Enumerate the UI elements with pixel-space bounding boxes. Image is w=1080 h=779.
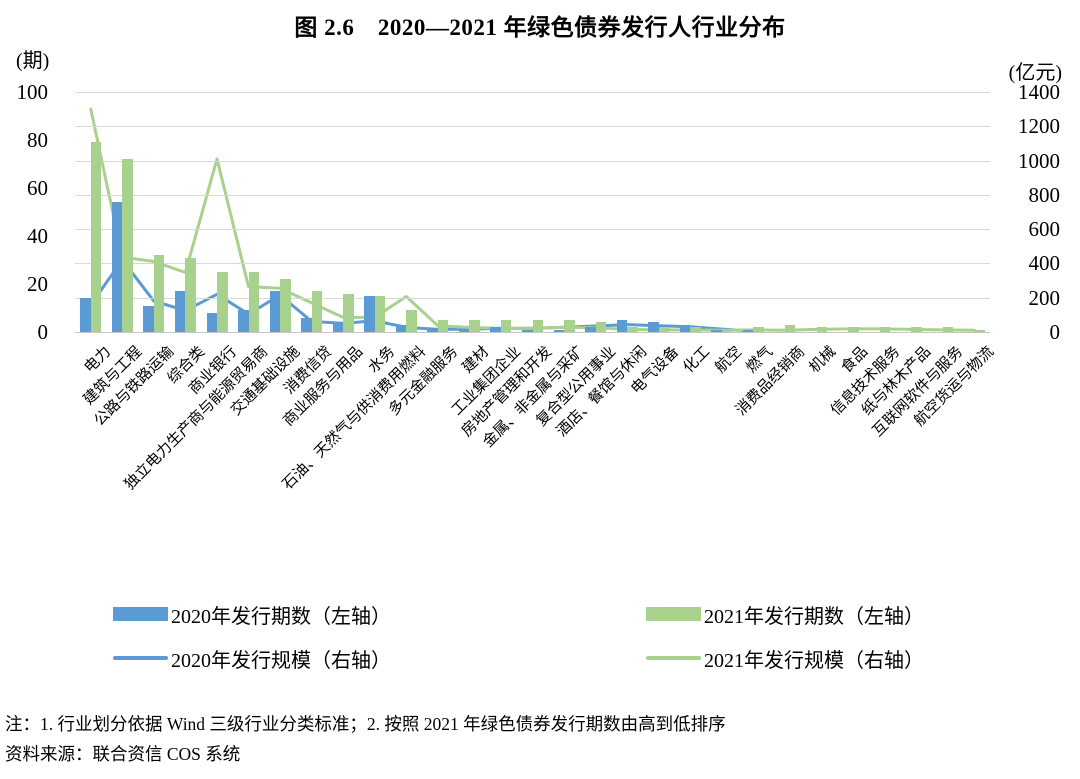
gridline bbox=[75, 92, 990, 93]
bar-2021-issues bbox=[90, 142, 102, 332]
right-axis-tick: 200 bbox=[1028, 285, 1061, 310]
gridline bbox=[75, 332, 990, 333]
bar-2020-issues bbox=[332, 322, 344, 332]
bar-2021-issues bbox=[280, 279, 291, 332]
bar-2020-issues bbox=[301, 317, 312, 332]
bar-2020-issues bbox=[80, 298, 91, 332]
bar-2020-issues bbox=[143, 305, 154, 332]
legend-label-2021-issues: 2021年发行期数（左轴） bbox=[704, 605, 924, 628]
bar-2020-issues bbox=[238, 310, 249, 332]
left-axis-unit-label: (期) bbox=[16, 50, 50, 72]
right-axis-unit-label: (亿元) bbox=[1008, 62, 1062, 84]
left-axis-tick: 0 bbox=[37, 320, 49, 344]
gridline bbox=[75, 126, 990, 128]
bar-2021-issues bbox=[911, 327, 922, 332]
bar-2020-issues bbox=[206, 312, 217, 332]
bar-2020-issues bbox=[522, 329, 533, 332]
legend-label-2020-scale: 2020年发行规模（右轴） bbox=[171, 649, 391, 672]
bar-2021-issues bbox=[500, 320, 512, 332]
right-axis-tick: 0 bbox=[1049, 320, 1061, 344]
chart-note: 注：1. 行业划分依据 Wind 三级行业分类标准；2. 按照 2021 年绿色… bbox=[5, 714, 726, 734]
legend-swatch-2021-scale bbox=[646, 656, 701, 660]
bar-2021-issues bbox=[753, 327, 764, 332]
right-axis-tick: 400 bbox=[1028, 251, 1061, 276]
bar-2020-issues bbox=[395, 324, 407, 332]
bar-2021-issues bbox=[469, 320, 480, 332]
bar-2021-issues bbox=[784, 324, 796, 332]
chart-title: 图 2.6 2020—2021 年绿色债券发行人行业分布 bbox=[294, 15, 786, 40]
bar-2021-issues bbox=[437, 320, 449, 332]
left-axis-tick: 20 bbox=[27, 272, 48, 296]
gridline bbox=[75, 297, 990, 299]
bar-2020-issues bbox=[711, 329, 722, 332]
bar-2021-issues bbox=[564, 320, 575, 332]
category-label: 航空 bbox=[712, 343, 745, 377]
bar-2021-issues bbox=[658, 327, 670, 332]
legend-item-2021-scale: 2021年发行规模（右轴） bbox=[646, 645, 924, 672]
bar-2020-issues bbox=[174, 291, 186, 332]
legend-label-2021-scale: 2021年发行规模（右轴） bbox=[704, 649, 924, 672]
bar-2021-issues bbox=[343, 293, 354, 332]
bar-2020-issues bbox=[269, 291, 281, 332]
legend-label-2020-issues: 2020年发行期数（左轴） bbox=[171, 605, 391, 628]
bar-2021-issues bbox=[311, 291, 323, 332]
bar-2020-issues bbox=[427, 329, 438, 332]
bar-2020-issues bbox=[616, 320, 628, 332]
bar-2021-issues bbox=[532, 320, 543, 332]
gridline bbox=[75, 229, 990, 231]
bar-2020-issues bbox=[458, 329, 470, 332]
data-source-note: 资料来源：联合资信 COS 系统 bbox=[5, 744, 241, 764]
bar-2021-issues bbox=[974, 329, 985, 332]
right-axis-tick: 1000 bbox=[1018, 148, 1060, 173]
left-axis-tick: 80 bbox=[27, 128, 48, 152]
gridline bbox=[75, 194, 990, 196]
bar-2021-issues bbox=[217, 272, 228, 332]
legend-item-2021-issues: 2021年发行期数（左轴） bbox=[646, 601, 924, 628]
bar-2021-issues bbox=[248, 272, 259, 332]
bar-2021-issues bbox=[374, 296, 386, 332]
bar-2021-issues bbox=[879, 327, 891, 332]
bar-2020-issues bbox=[364, 296, 375, 332]
legend-swatch-2020-issues bbox=[113, 607, 168, 621]
bar-2020-issues bbox=[679, 324, 691, 332]
right-axis-tick: 600 bbox=[1028, 217, 1061, 242]
left-axis-tick: 40 bbox=[27, 224, 48, 248]
bar-2020-issues bbox=[648, 322, 659, 332]
bar-2020-issues bbox=[742, 329, 754, 332]
bar-2021-issues bbox=[690, 327, 701, 332]
category-label: 化工 bbox=[680, 343, 714, 377]
bar-2020-issues bbox=[553, 329, 565, 332]
right-axis-tick: 800 bbox=[1028, 182, 1061, 207]
bar-2020-issues bbox=[111, 202, 123, 332]
right-axis-tick: 1400 bbox=[1018, 80, 1060, 104]
category-label: 机械 bbox=[807, 343, 840, 377]
left-axis-tick: 60 bbox=[27, 176, 48, 200]
bar-2021-issues bbox=[721, 329, 733, 332]
bar-2021-issues bbox=[122, 159, 133, 332]
bar-2021-issues bbox=[816, 327, 827, 332]
left-axis-tick: 100 bbox=[16, 80, 49, 104]
bar-2021-issues bbox=[185, 257, 196, 332]
legend-swatch-2021-issues bbox=[646, 607, 701, 621]
gridline bbox=[75, 263, 990, 265]
gridline bbox=[75, 160, 990, 162]
bar-2021-issues bbox=[153, 255, 165, 332]
legend-item-2020-scale: 2020年发行规模（右轴） bbox=[113, 645, 391, 672]
legend-item-2020-issues: 2020年发行期数（左轴） bbox=[113, 601, 391, 628]
bar-2021-issues bbox=[595, 322, 607, 332]
legend-swatch-2020-scale bbox=[113, 656, 168, 660]
bar-2020-issues bbox=[490, 327, 501, 332]
bar-2021-issues bbox=[942, 327, 954, 332]
bar-2021-issues bbox=[848, 327, 859, 332]
bar-2021-issues bbox=[627, 327, 638, 332]
bar-2021-issues bbox=[406, 310, 417, 332]
right-axis-tick: 1200 bbox=[1018, 114, 1060, 139]
bar-2020-issues bbox=[585, 327, 596, 332]
